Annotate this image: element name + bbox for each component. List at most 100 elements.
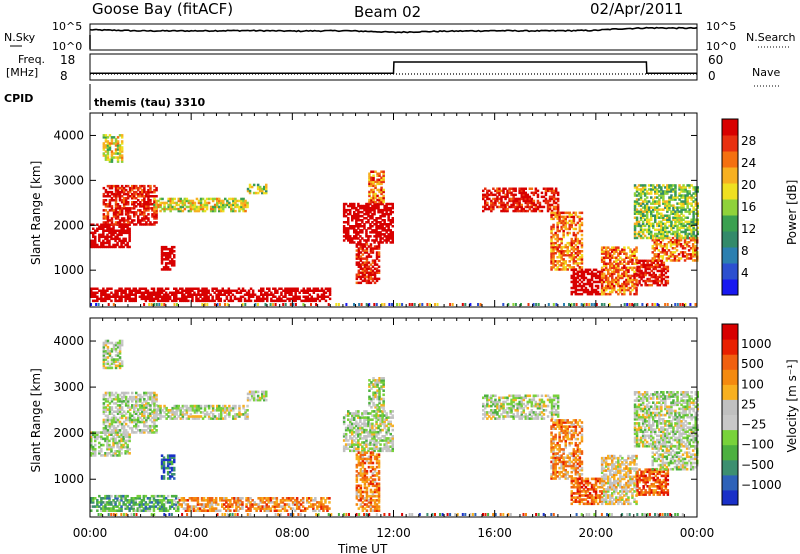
power-cell: [552, 197, 556, 201]
velocity-cell: [169, 415, 172, 418]
power-cell: [222, 209, 225, 213]
velocity-cell: [108, 501, 111, 504]
power-cell: [90, 291, 93, 294]
velocity-cell: [124, 439, 127, 443]
power-cell: [660, 192, 663, 195]
power-cell: [365, 212, 368, 216]
power-cell: [106, 297, 109, 301]
power-cell: [128, 239, 131, 243]
power-cell: [112, 209, 116, 212]
velocity-cell: [199, 415, 203, 418]
power-cell: [149, 207, 152, 210]
power-cell: [114, 190, 118, 194]
power-cell: [678, 188, 681, 191]
velocity-cell: [104, 424, 108, 428]
velocity-cell: [112, 441, 115, 445]
power-cell: [120, 241, 123, 245]
power-cell: [256, 185, 260, 189]
power-cell: [668, 204, 671, 207]
velocity-cell: [135, 426, 138, 430]
power-cell: [518, 197, 521, 201]
power-cell: [378, 172, 381, 175]
power-cell: [142, 287, 146, 290]
velocity-cell: [181, 417, 185, 420]
power-cell: [357, 265, 361, 268]
power-cell: [387, 202, 390, 206]
velocity-cell: [131, 395, 134, 399]
power-cell: [566, 227, 569, 231]
power-cell: [139, 201, 142, 204]
velocity-cell: [157, 406, 160, 410]
power-cell: [120, 199, 124, 202]
power-cell: [635, 220, 639, 224]
velocity-cell: [114, 497, 117, 500]
power-cell: [554, 187, 558, 190]
power-cell: [684, 208, 687, 211]
power-cell: [625, 288, 628, 292]
power-cell: [389, 237, 392, 240]
power-cell: [260, 299, 263, 303]
power-cell: [104, 188, 108, 192]
power-cell: [564, 211, 567, 215]
power-cell: [355, 231, 358, 234]
power-cell: [137, 199, 140, 202]
power-cell: [94, 235, 97, 239]
power-cell: [187, 209, 191, 213]
power-cell: [365, 267, 369, 270]
velocity-cell: [118, 400, 122, 403]
power-cell: [286, 297, 289, 301]
velocity-cell: [120, 437, 123, 441]
power-cell: [609, 256, 612, 259]
power-cell: [633, 184, 637, 187]
power-cell: [377, 271, 381, 274]
power-cell: [682, 186, 685, 189]
power-cell: [197, 287, 200, 290]
power-cell: [199, 201, 203, 205]
power-cell: [385, 235, 388, 238]
power-cell: [683, 236, 687, 240]
power-cell: [262, 289, 265, 292]
power-cell: [282, 299, 285, 303]
power-cell: [114, 184, 118, 188]
power-cell: [104, 134, 108, 137]
power-cell: [690, 198, 693, 201]
velocity-cell: [124, 431, 127, 434]
power-cell: [496, 197, 499, 201]
power-cell: [137, 219, 140, 222]
power-cell: [226, 199, 229, 203]
power-cell: [552, 211, 555, 215]
velocity-cell: [151, 412, 154, 415]
power-cell: [143, 201, 146, 204]
power-cell: [372, 176, 375, 179]
power-cell: [664, 202, 667, 205]
power-cell: [171, 207, 174, 211]
power-cell: [140, 297, 144, 301]
velocity-cell: [185, 409, 189, 412]
velocity-cell: [122, 437, 125, 441]
power-cell: [322, 289, 326, 292]
power-cell: [636, 267, 639, 271]
power-cell: [631, 278, 634, 282]
power-cell: [363, 267, 367, 270]
power-cell: [387, 225, 390, 228]
power-cell: [92, 299, 95, 303]
velocity-cell: [252, 396, 256, 400]
power-cell: [92, 227, 95, 230]
power-cell: [227, 299, 231, 303]
power-cell: [199, 289, 202, 292]
power-cell: [382, 174, 385, 177]
power-cell: [128, 221, 132, 224]
power-cell: [550, 211, 553, 215]
power-cell: [633, 262, 636, 265]
velocity-cell: [90, 433, 93, 436]
power-cell: [142, 291, 146, 294]
power-cell: [686, 190, 689, 193]
power-cell: [114, 156, 118, 159]
power-cell: [290, 289, 293, 292]
power-cell: [363, 273, 367, 276]
velocity-cell: [102, 393, 106, 397]
power-cell: [156, 291, 160, 294]
velocity-cell: [207, 415, 211, 418]
velocity-cell: [153, 395, 156, 399]
power-cell: [290, 297, 293, 301]
